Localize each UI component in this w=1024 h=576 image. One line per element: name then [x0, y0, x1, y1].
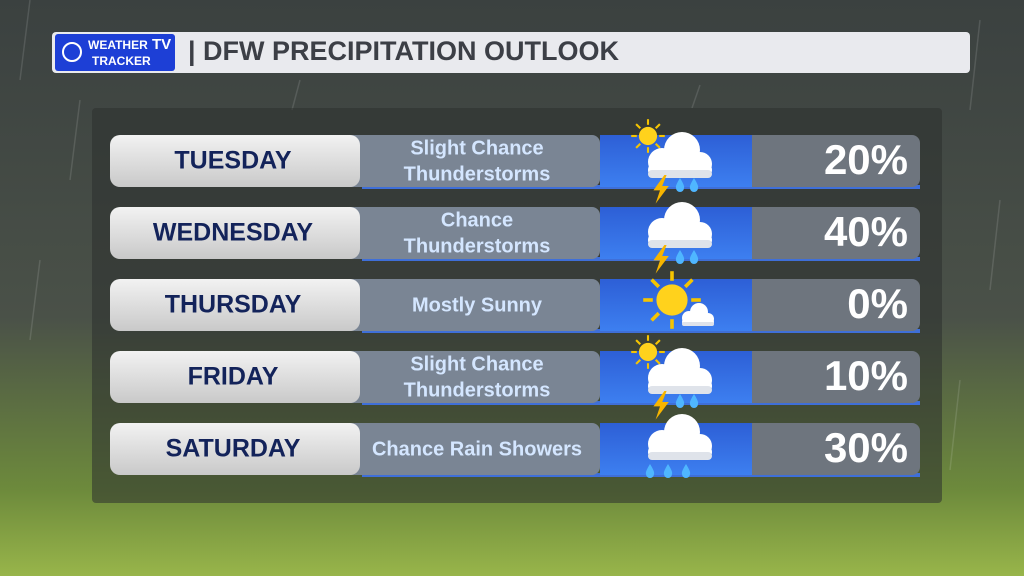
- day-pill: [110, 351, 360, 403]
- day-pill: [110, 279, 360, 331]
- header-bar: [52, 32, 970, 73]
- logo-tv: TV: [152, 36, 171, 53]
- forecast-text: Mostly Sunny: [412, 294, 543, 316]
- rain-streaks: [19, 0, 1001, 471]
- day-pill: [110, 207, 360, 259]
- rows: TUESDAY Slight Chance Thunderstorms 20% WEDN…: [110, 135, 920, 477]
- forecast-text: Chance: [441, 209, 513, 231]
- forecast-cell: [340, 207, 600, 259]
- logo-icon: [62, 42, 82, 62]
- day-label: THURSDAY: [165, 291, 302, 319]
- forecast-cell: [340, 423, 600, 475]
- percent-cell: [740, 135, 920, 187]
- forecast-row: SATURDAY Chance Rain Showers 30%: [110, 423, 920, 477]
- forecast-text: Chance Rain Showers: [372, 438, 582, 460]
- forecast-text: Thunderstorms: [404, 163, 551, 185]
- chance-value: 40%: [824, 208, 908, 255]
- day-pill: [110, 135, 360, 187]
- forecast-text: Slight Chance: [410, 353, 543, 375]
- forecast-row: THURSDAY Mostly Sunny 0%: [110, 279, 920, 333]
- logo: [55, 34, 175, 71]
- header-title: | DFW PRECIPITATION OUTLOOK: [188, 36, 620, 66]
- logo-text: TRACKER: [92, 54, 151, 68]
- forecast-text: Thunderstorms: [404, 379, 551, 401]
- chance-value: 30%: [824, 424, 908, 471]
- percent-cell: [740, 279, 920, 331]
- forecast-row: WEDNESDAY Chance Thunderstorms 40%: [110, 207, 920, 261]
- percent-cell: [740, 207, 920, 259]
- forecast-row: FRIDAY Slight Chance Thunderstorms 10%: [110, 351, 920, 405]
- logo-text: WEATHER: [88, 38, 148, 52]
- chance-value: 10%: [824, 352, 908, 399]
- day-label: TUESDAY: [174, 147, 291, 175]
- forecast-row: TUESDAY Slight Chance Thunderstorms 20%: [110, 135, 920, 189]
- day-label: WEDNESDAY: [153, 219, 314, 247]
- day-pill: [110, 423, 360, 475]
- day-label: SATURDAY: [166, 435, 301, 463]
- forecast-cell: [340, 279, 600, 331]
- chance-value: 0%: [847, 280, 908, 327]
- percent-cell: [740, 423, 920, 475]
- forecast-text: Slight Chance: [410, 137, 543, 159]
- chance-value: 20%: [824, 136, 908, 183]
- forecast-cell: [340, 351, 600, 403]
- forecast-text: Thunderstorms: [404, 235, 551, 257]
- forecast-cell: [340, 135, 600, 187]
- day-label: FRIDAY: [188, 363, 279, 391]
- percent-cell: [740, 351, 920, 403]
